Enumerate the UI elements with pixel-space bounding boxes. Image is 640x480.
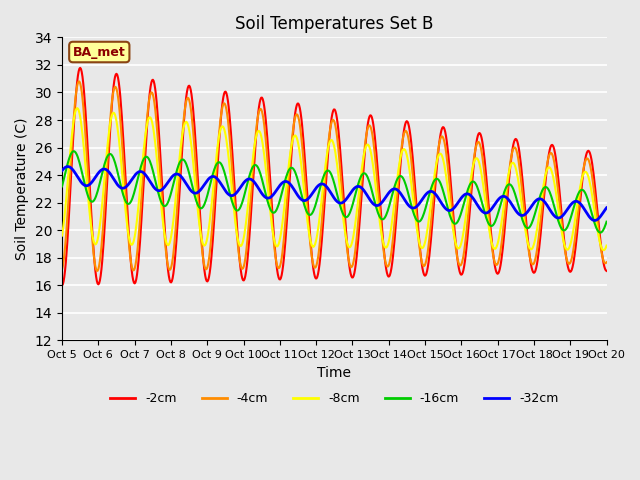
Legend: -2cm, -4cm, -8cm, -16cm, -32cm: -2cm, -4cm, -8cm, -16cm, -32cm xyxy=(105,387,563,410)
Y-axis label: Soil Temperature (C): Soil Temperature (C) xyxy=(15,118,29,260)
Text: BA_met: BA_met xyxy=(73,46,125,59)
Title: Soil Temperatures Set B: Soil Temperatures Set B xyxy=(235,15,433,33)
X-axis label: Time: Time xyxy=(317,366,351,380)
